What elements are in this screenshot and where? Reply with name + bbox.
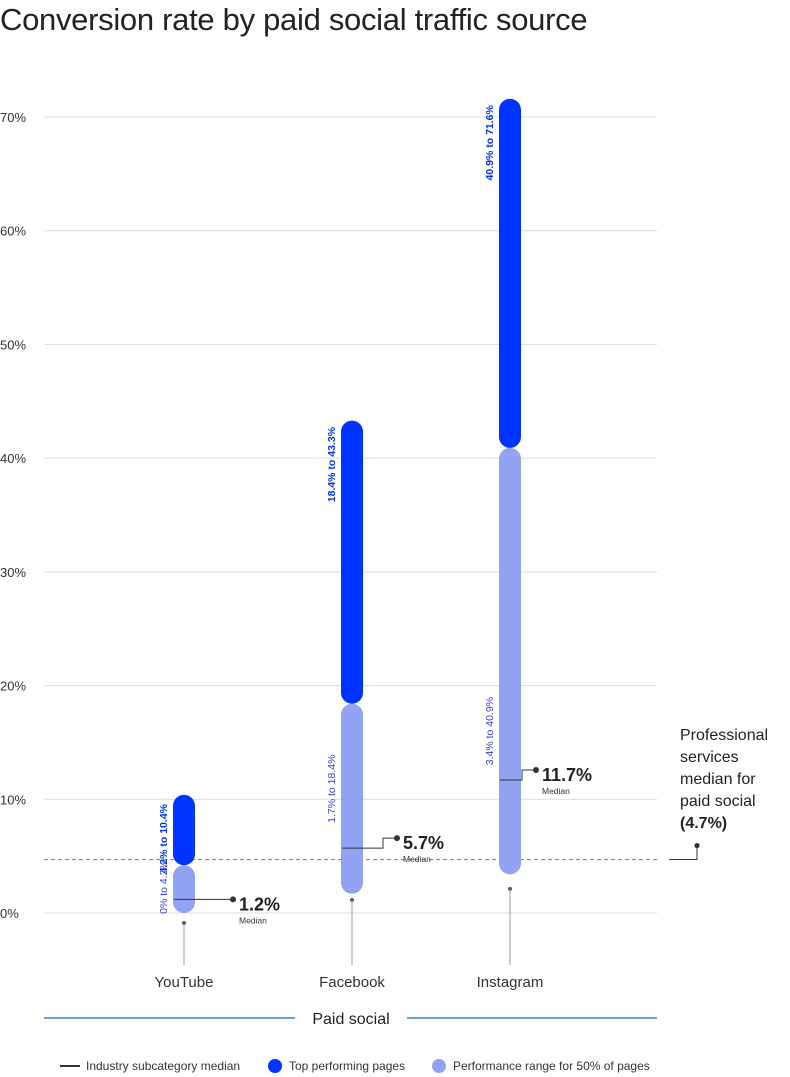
range-bar-top bbox=[341, 420, 363, 704]
y-tick-label: 60% bbox=[0, 224, 26, 239]
y-tick-label: 30% bbox=[0, 565, 26, 580]
range-label-top: 40.9% to 71.6% bbox=[484, 105, 496, 181]
range-bar-mid bbox=[173, 865, 195, 913]
range-label-top: 18.4% to 43.3% bbox=[326, 426, 338, 502]
chart-title: Conversion rate by paid social traffic s… bbox=[0, 2, 588, 37]
group-label: Paid social bbox=[312, 1011, 389, 1028]
legend-label: Top performing pages bbox=[289, 1059, 405, 1073]
category-label: YouTube bbox=[155, 974, 214, 991]
median-line bbox=[342, 837, 397, 849]
median-line bbox=[500, 769, 536, 781]
reference-leader bbox=[669, 845, 698, 861]
range-bar-mid bbox=[499, 447, 521, 875]
legend-marker-dot bbox=[268, 1059, 282, 1073]
median-dot bbox=[533, 766, 539, 773]
legend-label: Performance range for 50% of pages bbox=[453, 1059, 650, 1073]
y-tick-label: 10% bbox=[0, 792, 26, 807]
median-sublabel: Median bbox=[542, 786, 570, 796]
legend-label: Industry subcategory median bbox=[86, 1059, 240, 1073]
category-label: Instagram bbox=[477, 974, 544, 991]
median-value: 5.7% bbox=[403, 833, 444, 853]
y-tick-label: 50% bbox=[0, 337, 26, 352]
reference-label-line: services bbox=[680, 749, 739, 766]
median-sublabel: Median bbox=[403, 854, 431, 864]
range-bar-top bbox=[499, 98, 521, 448]
reference-label-value: (4.7%) bbox=[680, 815, 727, 832]
range-label-mid: 0% to 4.2% bbox=[158, 860, 170, 914]
reference-dot bbox=[694, 842, 700, 849]
reference-label-line: median for bbox=[680, 771, 756, 788]
range-label-mid: 3.4% to 40.9% bbox=[484, 697, 496, 765]
range-label-top: 4.2% to 10.4% bbox=[158, 803, 170, 873]
reference-label-line: paid social bbox=[680, 793, 756, 810]
range-label-mid: 1.7% to 18.4% bbox=[326, 755, 338, 823]
y-tick-label: 20% bbox=[0, 679, 26, 694]
range-bar-top bbox=[173, 794, 195, 866]
y-tick-label: 70% bbox=[0, 110, 26, 125]
median-dot bbox=[230, 896, 236, 903]
median-sublabel: Median bbox=[239, 915, 267, 925]
median-value: 1.2% bbox=[239, 894, 280, 914]
median-value: 11.7% bbox=[542, 765, 592, 785]
reference-label-line: Professional bbox=[680, 727, 768, 744]
range-bar-mid bbox=[341, 703, 363, 894]
y-tick-label: 40% bbox=[0, 451, 26, 466]
y-tick-label: 0% bbox=[0, 906, 19, 921]
category-label: Facebook bbox=[319, 974, 385, 991]
median-dot bbox=[394, 835, 400, 842]
legend-marker-dot bbox=[432, 1059, 446, 1073]
